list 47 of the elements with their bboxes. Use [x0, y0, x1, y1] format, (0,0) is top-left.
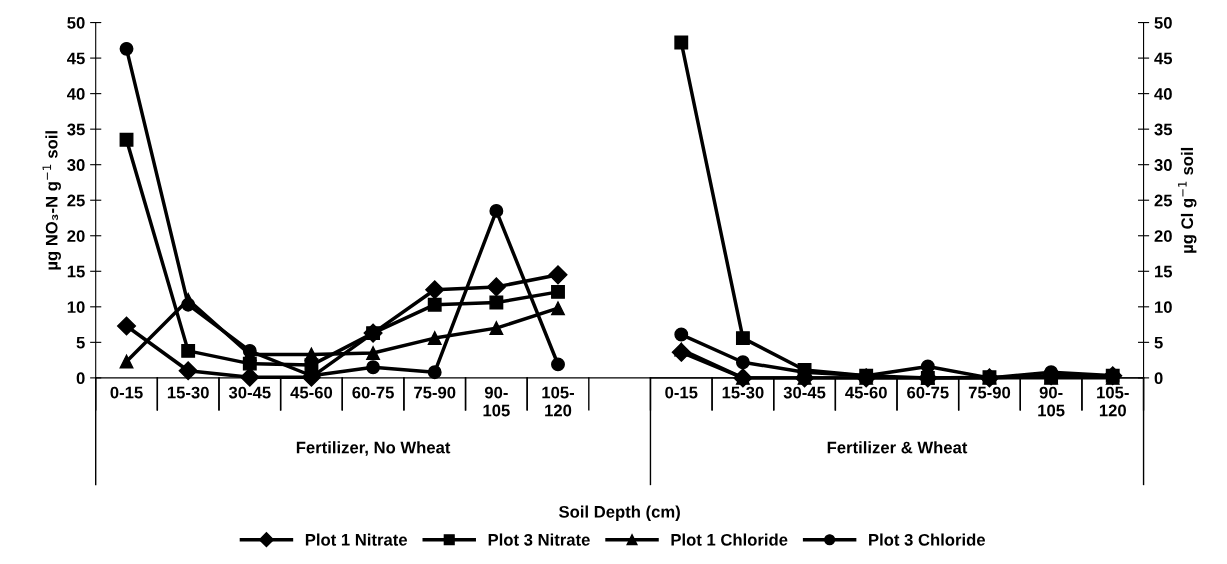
y-tick-label: 25: [67, 194, 85, 207]
y-tick-label: 30: [67, 159, 85, 171]
x-tick-label: 45-60: [290, 386, 333, 399]
x-tick-label: 90-105: [483, 386, 510, 417]
legend-label: Plot 1 Chloride: [671, 533, 788, 546]
legend-label: Plot 3 Chloride: [869, 533, 985, 546]
x-axis-title: Fertilizer, No Wheat: [296, 441, 451, 456]
x-tick-label: 0-15: [665, 386, 698, 399]
y2-tick-label: 30: [1154, 159, 1172, 171]
y-tick-label: 40: [67, 88, 85, 100]
y2-tick-label: 25: [1154, 194, 1173, 207]
y2-tick-label: 5: [1154, 336, 1163, 349]
y-tick-label: 15: [67, 265, 85, 278]
x-tick-label: 15-30: [722, 386, 764, 399]
y2-tick-label: 50: [1154, 16, 1172, 29]
x-tick-label: 105-120: [542, 386, 575, 417]
x-tick-label: 75-90: [414, 386, 456, 399]
x-tick-label: 45-60: [845, 386, 887, 399]
x-tick-label: 30-45: [228, 386, 271, 399]
x-tick-label: 30-45: [783, 386, 826, 399]
text: Soil Depth (cm): [559, 505, 680, 522]
y2-tick-label: 20: [1154, 230, 1172, 242]
x-tick-label: 90-105: [1038, 386, 1065, 417]
x-tick-label: 60-75: [907, 386, 949, 399]
y-tick-label: 45: [67, 52, 85, 65]
y-tick-label: 35: [67, 123, 85, 136]
y-tick-label: 10: [67, 301, 85, 314]
y-tick-label: 0: [76, 372, 85, 385]
x-axis-title: Fertilizer & Wheat: [827, 441, 968, 454]
x-tick-label: 60-75: [352, 386, 394, 399]
y2-tick-label: 35: [1154, 123, 1173, 136]
y2-axis-title: µg Cl g$^{−1}$ soil: [1178, 147, 1197, 253]
legend-label: Plot 3 Nitrate: [488, 533, 590, 546]
x-tick-label: 0-15: [110, 386, 143, 399]
y2-tick-label: 0: [1154, 372, 1163, 385]
y-tick-label: 50: [67, 16, 85, 29]
y2-tick-label: 15: [1155, 265, 1173, 278]
x-tick-label: 105-120: [1097, 386, 1129, 417]
y2-tick-label: 40: [1154, 88, 1172, 100]
x-tick-label: 75-90: [968, 386, 1011, 399]
y-axis-title: µg NO₃-N g$^{−1}$ soil: [42, 131, 61, 270]
y-tick-label: 5: [76, 336, 85, 349]
y2-tick-label: 45: [1154, 52, 1173, 65]
x-tick-label: 15-30: [167, 386, 209, 399]
legend-label: Plot 1 Nitrate: [305, 533, 408, 546]
y2-tick-label: 10: [1155, 301, 1172, 314]
y-tick-label: 20: [67, 230, 85, 242]
